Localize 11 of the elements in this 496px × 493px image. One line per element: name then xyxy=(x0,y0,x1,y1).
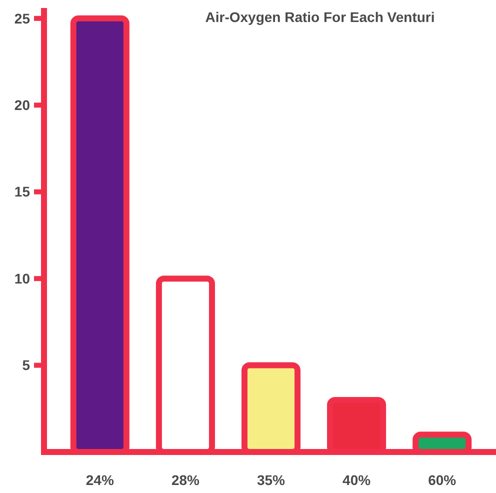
x-tick-label: 60% xyxy=(428,472,457,488)
x-tick-label: 35% xyxy=(256,472,286,488)
y-tick-label: 5 xyxy=(22,357,30,374)
x-tick-label: 40% xyxy=(342,472,372,488)
chart-title: Air-Oxygen Ratio For Each Venturi xyxy=(205,9,435,25)
y-tick-label: 20 xyxy=(14,97,30,114)
x-tick-label: 28% xyxy=(171,472,200,488)
x-tick-label: 24% xyxy=(86,472,114,488)
y-tick-label: 15 xyxy=(14,184,30,200)
y-tick-label: 10 xyxy=(14,270,30,286)
y-tick-label: 25 xyxy=(14,10,30,26)
